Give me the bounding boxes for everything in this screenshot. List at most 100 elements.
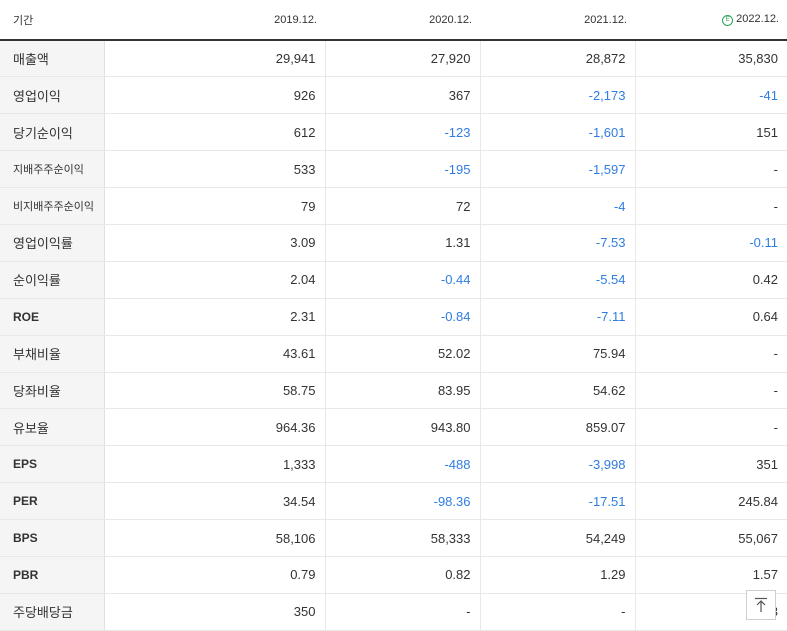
table-cell: 1.57: [634, 556, 787, 594]
table-cell: 52.02: [324, 334, 480, 373]
table-cell: 35,830: [634, 40, 787, 78]
table-cell: -17.51: [479, 482, 635, 521]
table-cell: -: [634, 334, 787, 373]
table-cell: -: [634, 408, 787, 447]
table-cell: -488: [324, 445, 480, 484]
row-label: 당기순이익: [0, 113, 105, 152]
period-2022-label: 2022.12.: [736, 13, 779, 25]
table-cell: 1,333: [103, 445, 325, 484]
table-cell: 245.84: [634, 482, 787, 521]
table-cell: 1.31: [324, 223, 480, 262]
table-cell: 859.07: [479, 408, 635, 447]
table-cell: 43.61: [103, 334, 325, 373]
table-cell: 350: [103, 593, 325, 631]
table-cell: 351: [634, 445, 787, 484]
table-cell: -0.44: [324, 261, 480, 299]
table-cell: 83.95: [324, 372, 480, 410]
table-cell: -0.84: [324, 298, 480, 336]
table-cell: 58,106: [103, 519, 325, 557]
row-label: EPS: [0, 445, 105, 484]
table-row: 영업이익률 3.09 1.31 -7.53 -0.11: [0, 223, 787, 262]
table-row: 당좌비율 58.75 83.95 54.62-: [0, 372, 787, 410]
table-cell: 54,249: [479, 519, 635, 557]
arrow-up-to-top-icon: [755, 597, 767, 612]
table-cell: -: [324, 593, 480, 631]
table-cell: 964.36: [103, 408, 325, 447]
table-cell: 3.09: [103, 223, 325, 262]
table-row: PBR 0.79 0.82 1.29 1.57: [0, 556, 787, 594]
table-cell: -7.11: [479, 298, 635, 336]
table-row: ROE 2.31 -0.84 -7.11 0.64: [0, 298, 787, 336]
table-cell: 27,920: [324, 40, 480, 78]
table-cell: 75.94: [479, 334, 635, 373]
table-cell: 0.64: [634, 298, 787, 336]
row-label: 부채비율: [0, 334, 105, 373]
table-cell: 28,872: [479, 40, 635, 78]
table-cell: 1.29: [479, 556, 635, 594]
table-row: 비지배주주순이익 79 72 -4-: [0, 187, 787, 225]
table-row: 유보율 964.36 943.80 859.07-: [0, 408, 787, 447]
table-row: BPS 58,106 58,333 54,249 55,067: [0, 519, 787, 557]
table-row: 당기순이익 612 -123 -1,601 151: [0, 113, 787, 152]
row-label: 영업이익: [0, 76, 105, 115]
table-cell: -5.54: [479, 261, 635, 299]
table-cell: -7.53: [479, 223, 635, 262]
table-cell: -3,998: [479, 445, 635, 484]
table-cell: -: [634, 187, 787, 225]
table-cell: 0.82: [324, 556, 480, 594]
table-cell: -123: [324, 113, 480, 152]
table-row: PER 34.54 -98.36 -17.51 245.84: [0, 482, 787, 521]
table-cell: 367: [324, 76, 480, 115]
table-cell: -1,601: [479, 113, 635, 152]
table-cell: -: [634, 150, 787, 189]
table-cell: 72: [324, 187, 480, 225]
table-cell: -1,597: [479, 150, 635, 189]
estimate-circle-icon: E: [722, 15, 734, 26]
table-cell: -0.11: [634, 223, 787, 262]
period-2022-header: E 2022.12.: [635, 0, 787, 41]
table-cell: -: [479, 593, 635, 631]
row-label: PBR: [0, 556, 105, 594]
table-row: 지배주주순이익 533 -195 -1,597-: [0, 150, 787, 189]
table-row: 순이익률 2.04 -0.44 -5.54 0.42: [0, 261, 787, 299]
period-2021-header: 2021.12.: [480, 0, 635, 41]
table-cell: 55,067: [634, 519, 787, 557]
table-cell: 0.42: [634, 261, 787, 299]
table-cell: 34.54: [103, 482, 325, 521]
table-cell: 612: [103, 113, 325, 152]
period-2019-header: 2019.12.: [104, 0, 325, 41]
row-label: 영업이익률: [0, 223, 105, 262]
row-label: 당좌비율: [0, 372, 105, 410]
table-cell: 79: [103, 187, 325, 225]
row-label: PER: [0, 482, 105, 521]
row-label: 비지배주주순이익: [0, 187, 105, 225]
table-cell: -195: [324, 150, 480, 189]
row-label: 매출액: [0, 40, 105, 78]
table-row: 부채비율 43.61 52.02 75.94-: [0, 334, 787, 373]
table-cell: 29,941: [103, 40, 325, 78]
table-cell: 58,333: [324, 519, 480, 557]
table-row: 매출액 29,941 27,920 28,872 35,830: [0, 40, 787, 78]
table-row: 영업이익 926 367 -2,173 -41: [0, 76, 787, 115]
row-label: 지배주주순이익: [0, 150, 105, 189]
period-header: 기간: [0, 0, 104, 41]
row-label: 유보율: [0, 408, 105, 447]
table-cell: -2,173: [479, 76, 635, 115]
period-2020-header: 2020.12.: [325, 0, 480, 41]
table-cell: 54.62: [479, 372, 635, 410]
table-cell: -41: [634, 76, 787, 115]
table-cell: 58.75: [103, 372, 325, 410]
table-cell: 2.04: [103, 261, 325, 299]
table-cell: 0.79: [103, 556, 325, 594]
table-cell: 533: [103, 150, 325, 189]
scroll-to-top-button[interactable]: [746, 590, 776, 620]
row-label: 순이익률: [0, 261, 105, 299]
table-cell: 151: [634, 113, 787, 152]
table-header-row: 기간 2019.12. 2020.12. 2021.12. E 2022.12.: [0, 0, 787, 41]
table-cell: -: [634, 372, 787, 410]
row-label: ROE: [0, 298, 105, 336]
table-cell: -4: [479, 187, 635, 225]
table-cell: 926: [103, 76, 325, 115]
